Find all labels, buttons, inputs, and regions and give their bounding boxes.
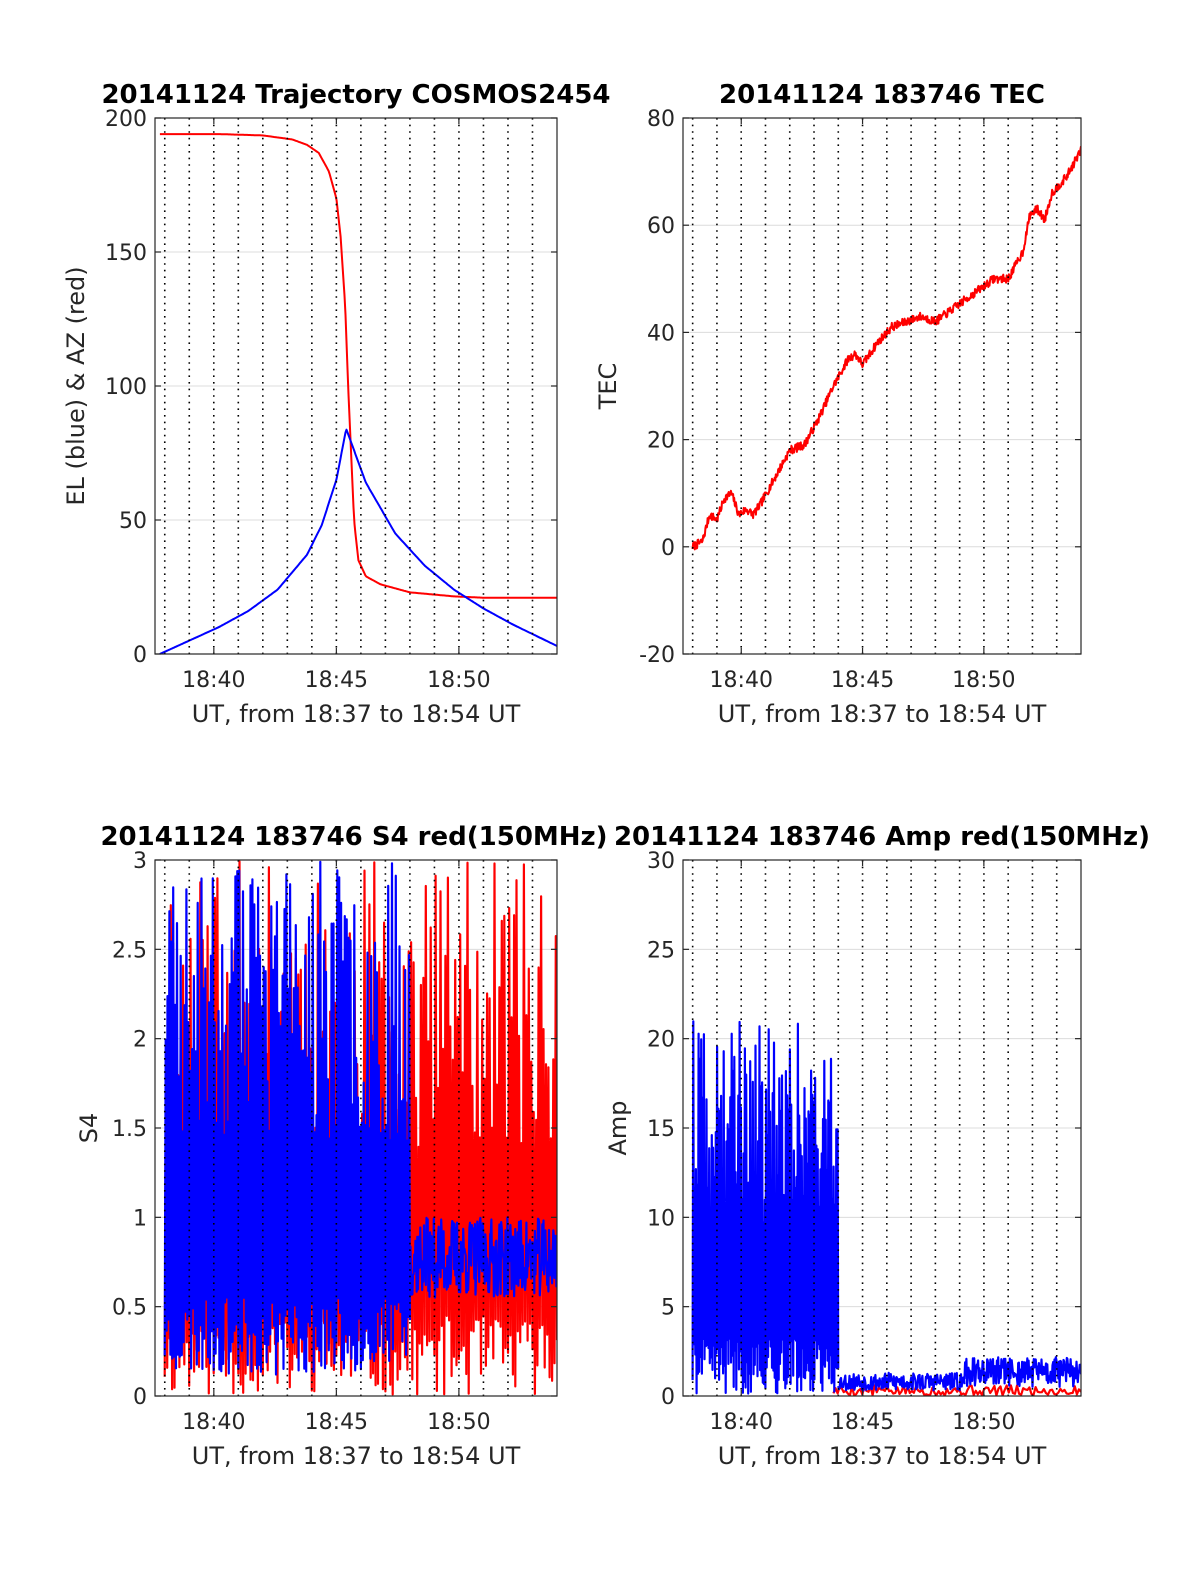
y-axis-label: EL (blue) & AZ (red) bbox=[62, 266, 90, 505]
y-tick-label: 0.5 bbox=[112, 1296, 147, 1321]
y-tick-label: 150 bbox=[105, 241, 147, 266]
x-tick-label: 18:45 bbox=[831, 668, 894, 693]
series-line-2 bbox=[408, 1216, 557, 1299]
y-axis-label: S4 bbox=[75, 1113, 103, 1144]
series-line-0 bbox=[691, 146, 1081, 551]
chart-title: 20141124 Trajectory COSMOS2454 bbox=[101, 80, 610, 110]
y-tick-label: 60 bbox=[647, 214, 675, 239]
y-tick-label: 40 bbox=[647, 321, 675, 346]
x-tick-label: 18:50 bbox=[952, 668, 1015, 693]
y-tick-label: 1.5 bbox=[112, 1117, 147, 1142]
x-axis-label: UT, from 18:37 to 18:54 UT bbox=[192, 700, 521, 728]
x-tick-label: 18:40 bbox=[182, 1410, 245, 1435]
y-axis-label: TEC bbox=[594, 363, 622, 411]
plot-area bbox=[159, 133, 557, 654]
chart-title: 20141124 183746 Amp red(150MHz) bbox=[614, 822, 1150, 852]
x-axis-label: UT, from 18:37 to 18:54 UT bbox=[718, 1442, 1047, 1470]
y-axis-label: Amp bbox=[604, 1100, 632, 1155]
x-tick-label: 18:45 bbox=[305, 1410, 368, 1435]
y-tick-label: 10 bbox=[647, 1206, 675, 1231]
chart-title: 20141124 183746 S4 red(150MHz) bbox=[100, 822, 607, 852]
y-tick-label: 0 bbox=[133, 643, 147, 668]
x-axis-label: UT, from 18:37 to 18:54 UT bbox=[192, 1442, 521, 1470]
y-tick-label: 0 bbox=[661, 536, 675, 561]
y-tick-label: 3 bbox=[133, 849, 147, 874]
series-line-0 bbox=[832, 1384, 1081, 1396]
y-tick-label: 5 bbox=[661, 1296, 675, 1321]
y-tick-label: 200 bbox=[105, 107, 147, 132]
x-tick-label: 18:40 bbox=[710, 668, 773, 693]
chart-title: 20141124 183746 TEC bbox=[719, 80, 1045, 110]
axes-box bbox=[682, 117, 1082, 655]
y-tick-label: 20 bbox=[647, 1028, 675, 1053]
y-tick-label: 20 bbox=[647, 429, 675, 454]
y-tick-label: 0 bbox=[133, 1385, 147, 1410]
x-tick-label: 18:45 bbox=[305, 668, 368, 693]
x-tick-label: 18:40 bbox=[182, 668, 245, 693]
series-line-1 bbox=[159, 428, 557, 654]
x-axis-label: UT, from 18:37 to 18:54 UT bbox=[718, 700, 1047, 728]
y-tick-label: 25 bbox=[647, 938, 675, 963]
x-tick-label: 18:50 bbox=[427, 1410, 490, 1435]
series-line-2 bbox=[837, 1371, 966, 1392]
y-tick-label: 2 bbox=[133, 1028, 147, 1053]
x-tick-label: 18:40 bbox=[710, 1410, 773, 1435]
y-tick-label: 100 bbox=[105, 375, 147, 400]
panel-tec: 18:40 18:45 18:50 -20 0 20 40 60 80 20141124 1837… bbox=[594, 80, 1082, 728]
y-tick-label: 2.5 bbox=[112, 938, 147, 963]
x-tick-label: 18:50 bbox=[427, 668, 490, 693]
y-tick-label: 1 bbox=[133, 1206, 147, 1231]
y-tick-label: 50 bbox=[119, 509, 147, 534]
y-tick-label: 80 bbox=[647, 107, 675, 132]
x-tick-label: 18:50 bbox=[952, 1410, 1015, 1435]
y-tick-label: 15 bbox=[647, 1117, 675, 1142]
plot-area bbox=[691, 146, 1081, 551]
series-line-0 bbox=[159, 133, 557, 599]
x-tick-label: 18:45 bbox=[831, 1410, 894, 1435]
y-tick-label: -20 bbox=[639, 643, 675, 668]
y-tick-label: 30 bbox=[647, 849, 675, 874]
y-tick-label: 0 bbox=[661, 1385, 675, 1410]
